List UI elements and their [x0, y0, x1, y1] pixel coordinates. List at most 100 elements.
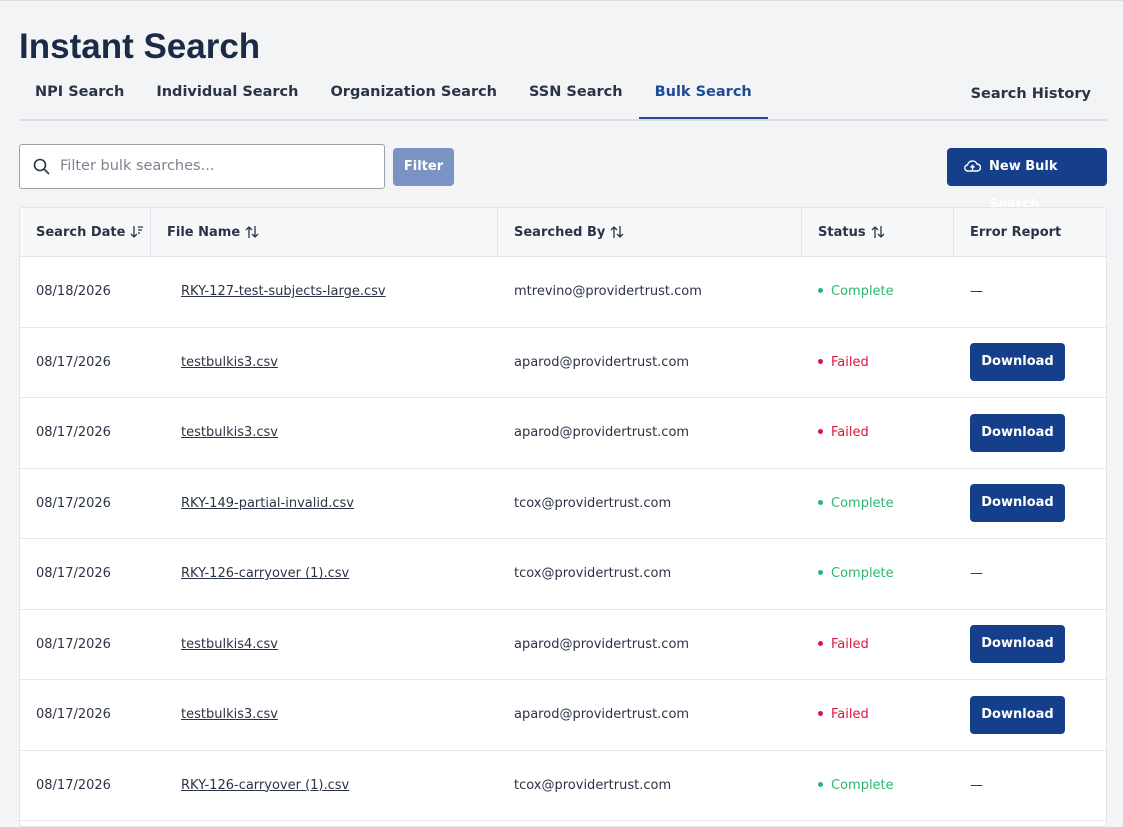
- cell: Failed: [802, 328, 954, 398]
- new-bulk-search-label: New Bulk Search: [989, 159, 1058, 212]
- searched-by: aparod@providertrust.com: [514, 707, 690, 723]
- download-button[interactable]: Download: [970, 413, 1065, 452]
- search-icon: [33, 158, 50, 175]
- cell: testbulkis3.csv: [151, 680, 498, 750]
- search-date: 08/17/2026: [36, 566, 111, 582]
- cell: RKY-126-carryover (1).csv: [151, 539, 498, 609]
- status-dot: [818, 781, 823, 787]
- search-date: 08/17/2026: [36, 636, 111, 652]
- new-bulk-search-button[interactable]: New Bulk Search: [947, 148, 1107, 212]
- no-error: —: [970, 284, 983, 300]
- cell: 08/18/2026: [20, 257, 151, 327]
- cell: tcox@providertrust.com: [498, 751, 802, 821]
- tabs: NPI Search Individual Search Organization …: [19, 81, 1107, 121]
- download-button[interactable]: Download: [970, 343, 1065, 382]
- cell: 08/17/2026: [20, 680, 151, 750]
- cell: 08/17/2026: [20, 398, 151, 468]
- status-dot: [818, 640, 823, 646]
- tab[interactable]: Bulk Search: [638, 81, 768, 119]
- upload-icon: [964, 160, 981, 172]
- filter-placeholder: Filter bulk searches...: [60, 158, 215, 174]
- cell: tcox@providertrust.com: [498, 539, 802, 609]
- column-title: Error Report: [970, 224, 1062, 240]
- table-row: 08/17/2026 testbulkis3.csv aparod@provider…: [20, 398, 1106, 469]
- status: Failed: [831, 636, 869, 652]
- cell: —: [954, 257, 1106, 327]
- column-header: File Name: [151, 208, 498, 256]
- file-link[interactable]: RKY-149-partial-invalid.csv: [181, 495, 354, 511]
- sort-icon[interactable]: [871, 225, 885, 239]
- search-history-link[interactable]: Search History: [970, 86, 1091, 102]
- cell: Failed: [802, 398, 954, 468]
- file-link[interactable]: RKY-127-test-subjects-large.csv: [181, 284, 386, 300]
- tab[interactable]: SSN Search: [529, 84, 623, 100]
- download-button[interactable]: Download: [970, 695, 1065, 734]
- column-title: Searched By: [514, 224, 606, 240]
- file-link[interactable]: testbulkis4.csv: [181, 636, 278, 652]
- status: Complete: [831, 566, 894, 582]
- file-link[interactable]: testbulkis3.csv: [181, 425, 278, 441]
- file-link[interactable]: testbulkis3.csv: [181, 707, 278, 723]
- cell: tcox@providertrust.com: [498, 469, 802, 539]
- download-button[interactable]: Download: [970, 484, 1065, 523]
- search-date: 08/17/2026: [36, 777, 111, 793]
- file-link[interactable]: RKY-126-carryover (1).csv: [181, 566, 350, 582]
- status-dot: [818, 499, 823, 505]
- cell: Download: [954, 680, 1106, 750]
- table-row: 08/17/2026 RKY-149-partial-invalid.csv tco…: [20, 469, 1106, 539]
- header-row: Search Date File Name Searched By Status Err…: [20, 208, 1106, 257]
- status-dot: [818, 358, 823, 364]
- table-row: 08/17/2026 RKY-126-carryover (1).csv tcox@…: [20, 751, 1106, 821]
- cell: aparod@providertrust.com: [498, 328, 802, 398]
- status: Complete: [831, 284, 894, 300]
- table-row: 08/17/2026 testbulkis4.csv aparod@provider…: [20, 610, 1106, 680]
- tab[interactable]: NPI Search: [35, 84, 125, 100]
- cell: aparod@providertrust.com: [498, 610, 802, 680]
- cell: aparod@providertrust.com: [498, 680, 802, 750]
- cell: Complete: [802, 469, 954, 539]
- cell: Complete: [802, 751, 954, 821]
- filter-button[interactable]: Filter: [393, 148, 454, 186]
- column-header: Error Report: [954, 208, 1106, 256]
- tab[interactable]: Individual Search: [156, 84, 299, 100]
- bulk-search-table: Search Date File Name Searched By Status Err…: [19, 207, 1107, 827]
- page-title: Instant Search: [19, 27, 261, 66]
- cell: Failed: [802, 680, 954, 750]
- file-link[interactable]: testbulkis3.csv: [181, 354, 278, 370]
- cell: RKY-127-test-subjects-large.csv: [151, 257, 498, 327]
- searched-by: mtrevino@providertrust.com: [514, 284, 702, 300]
- search-date: 08/17/2026: [36, 707, 111, 723]
- download-button[interactable]: Download: [970, 625, 1065, 664]
- column-header: Status: [802, 208, 954, 256]
- cell: Download: [954, 469, 1106, 539]
- sort-icon[interactable]: [130, 225, 144, 239]
- sort-icon[interactable]: [610, 225, 624, 239]
- search-date: 08/17/2026: [36, 354, 111, 370]
- column-title: Search Date: [36, 224, 126, 240]
- cell: testbulkis3.csv: [151, 328, 498, 398]
- searched-by: aparod@providertrust.com: [514, 425, 690, 441]
- search-date: 08/17/2026: [36, 495, 111, 511]
- filter-input[interactable]: Filter bulk searches...: [19, 144, 385, 189]
- searched-by: tcox@providertrust.com: [514, 566, 672, 582]
- cell: —: [954, 539, 1106, 609]
- column-title: Status: [818, 224, 866, 240]
- tab[interactable]: Organization Search: [330, 84, 498, 100]
- sort-icon[interactable]: [245, 225, 259, 239]
- cell: Download: [954, 610, 1106, 680]
- search-date: 08/18/2026: [36, 284, 111, 300]
- cell: Download: [954, 328, 1106, 398]
- status: Failed: [831, 707, 869, 723]
- status: Failed: [831, 425, 869, 441]
- searched-by: aparod@providertrust.com: [514, 354, 690, 370]
- column-title: File Name: [167, 224, 241, 240]
- cell: RKY-149-partial-invalid.csv: [151, 469, 498, 539]
- cell: 08/17/2026: [20, 751, 151, 821]
- searched-by: tcox@providertrust.com: [514, 495, 672, 511]
- status: Failed: [831, 354, 869, 370]
- file-link[interactable]: RKY-126-carryover (1).csv: [181, 777, 350, 793]
- cell: Download: [954, 398, 1106, 468]
- cell: testbulkis3.csv: [151, 398, 498, 468]
- table-row: 08/18/2026 RKY-127-test-subjects-large.cs…: [20, 257, 1106, 328]
